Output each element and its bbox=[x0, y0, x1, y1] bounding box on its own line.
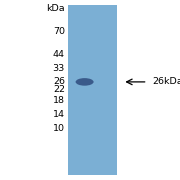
Text: 22: 22 bbox=[53, 86, 65, 94]
Ellipse shape bbox=[76, 78, 94, 86]
Text: 26: 26 bbox=[53, 77, 65, 86]
Text: 10: 10 bbox=[53, 124, 65, 133]
Text: 26kDa: 26kDa bbox=[152, 77, 180, 86]
Text: kDa: kDa bbox=[46, 4, 65, 13]
Text: 14: 14 bbox=[53, 110, 65, 119]
Text: 44: 44 bbox=[53, 50, 65, 59]
FancyBboxPatch shape bbox=[68, 5, 117, 175]
Text: 33: 33 bbox=[53, 64, 65, 73]
Text: 18: 18 bbox=[53, 96, 65, 105]
Text: 70: 70 bbox=[53, 27, 65, 36]
